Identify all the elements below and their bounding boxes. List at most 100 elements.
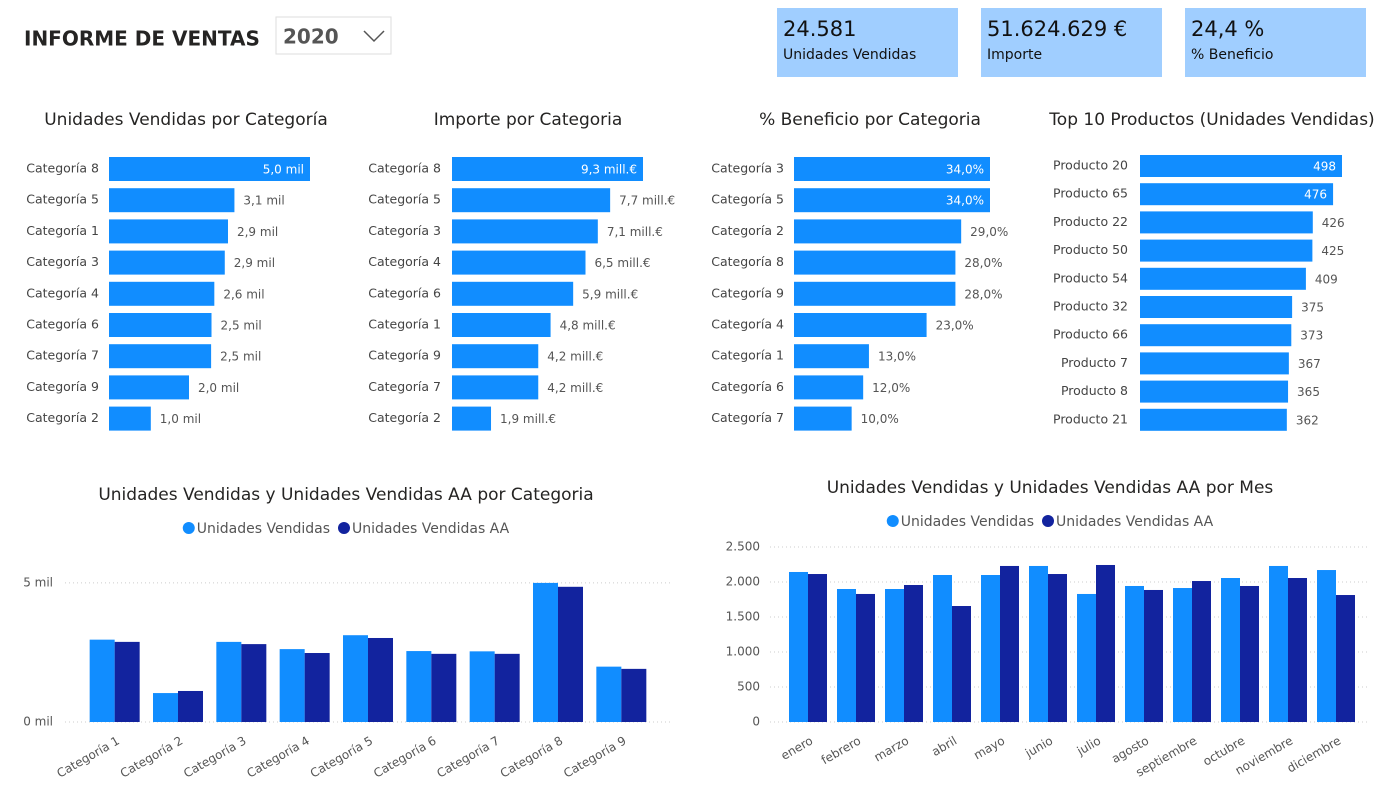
bar (1140, 380, 1289, 403)
bar (794, 188, 990, 213)
slicer-value[interactable]: 2020 (283, 25, 339, 49)
value-label: 4,8 mill.€ (560, 319, 616, 333)
y-tick-label: 5 mil (23, 575, 53, 589)
value-label: 476 (1304, 188, 1327, 202)
category-label: Categoría 9 (26, 379, 99, 394)
chart-title: % Beneficio por Categoria (759, 110, 981, 130)
kpi-card: 51.624.629 € Importe (981, 8, 1162, 77)
bar (241, 644, 267, 722)
category-label: Producto 22 (1053, 214, 1128, 229)
category-label: Categoría 4 (26, 285, 99, 300)
y-tick-label: 0 (752, 715, 760, 729)
bar (452, 188, 611, 213)
value-label: 28,0% (964, 287, 1002, 301)
category-label: Categoría 8 (368, 161, 441, 176)
category-label: Producto 32 (1053, 299, 1128, 314)
year-slicer[interactable]: 2020 (275, 16, 392, 55)
legend-marker (338, 522, 350, 534)
bar (1140, 239, 1313, 262)
category-label: Categoría 2 (711, 223, 784, 238)
bar (794, 406, 852, 431)
category-label: Categoría 7 (711, 410, 784, 425)
slicer-box[interactable] (275, 16, 392, 55)
kpi-value: 24.581 (783, 17, 856, 41)
bar (1140, 352, 1289, 375)
y-tick-label: 1.500 (726, 610, 760, 624)
value-label: 29,0% (970, 225, 1008, 239)
bar (304, 653, 330, 722)
bar (89, 639, 115, 722)
value-label: 373 (1300, 329, 1323, 343)
bar (109, 344, 212, 369)
value-label: 7,1 mill.€ (607, 225, 663, 239)
value-label: 367 (1298, 357, 1321, 371)
bar (406, 651, 432, 722)
bar (452, 157, 643, 181)
value-label: 425 (1321, 244, 1344, 258)
bar (794, 281, 956, 306)
category-label: Categoría 1 (26, 223, 99, 238)
bar (494, 653, 520, 722)
value-label: 365 (1297, 385, 1320, 399)
bar (452, 313, 551, 337)
bar (1125, 585, 1144, 722)
y-tick-label: 2.000 (726, 575, 760, 589)
bar (1173, 588, 1192, 722)
category-label: Categoría 1 (368, 317, 441, 332)
bar (109, 375, 189, 400)
bar (558, 586, 583, 722)
bar (794, 157, 990, 181)
bar (837, 589, 856, 722)
value-label: 13,0% (878, 350, 916, 364)
bar (794, 375, 864, 400)
bar (452, 219, 598, 244)
legend: Unidades Vendidas Unidades Vendidas AA (182, 521, 510, 537)
slicer-chevron[interactable] (363, 30, 385, 43)
bar (1192, 581, 1211, 722)
bar (904, 585, 923, 722)
legend-label: Unidades Vendidas (197, 521, 330, 537)
bar (1140, 324, 1292, 347)
value-label: 34,0% (946, 194, 984, 208)
value-label: 6,5 mill.€ (594, 256, 650, 270)
bar (1048, 574, 1067, 722)
bar (469, 651, 495, 722)
category-label: Categoría 7 (368, 379, 441, 394)
value-label: 3,1 mil (243, 194, 284, 208)
category-label: Categoría 6 (711, 379, 784, 394)
bar (533, 582, 558, 722)
bar (1221, 578, 1240, 722)
legend-marker (182, 522, 195, 534)
category-label: Categoría 3 (26, 254, 99, 269)
kpi-label: Unidades Vendidas (783, 47, 916, 63)
value-label: 4,2 mill.€ (547, 381, 603, 395)
chart-title: Unidades Vendidas por Categoría (44, 110, 328, 130)
value-label: 23,0% (936, 319, 974, 333)
bar (109, 250, 225, 275)
bar (109, 219, 228, 244)
kpi-value: 51.624.629 € (987, 17, 1127, 41)
bar (856, 593, 875, 722)
bar (1317, 570, 1336, 722)
category-label: Producto 50 (1053, 242, 1128, 257)
value-label: 10,0% (861, 412, 899, 426)
kpi-card: 24,4 % % Beneficio (1185, 8, 1366, 77)
category-label: Producto 8 (1061, 383, 1128, 398)
chart-title: Unidades Vendidas y Unidades Vendidas AA… (98, 485, 593, 505)
value-label: 9,3 mill.€ (581, 163, 637, 177)
category-label: Producto 54 (1053, 270, 1128, 285)
kpi-label: % Beneficio (1191, 47, 1273, 63)
bar (789, 571, 808, 722)
category-label: Categoría 6 (368, 285, 441, 300)
value-label: 2,9 mil (237, 225, 278, 239)
value-label: 5,0 mil (263, 163, 304, 177)
kpi-bg (981, 8, 1162, 77)
bar (452, 406, 492, 431)
bar (794, 313, 927, 337)
bar (1077, 593, 1096, 722)
category-label: Categoría 5 (368, 192, 441, 207)
bar (1144, 589, 1163, 722)
bar (794, 250, 956, 275)
kpi-card: 24.581 Unidades Vendidas (777, 8, 958, 77)
bar (216, 641, 242, 722)
